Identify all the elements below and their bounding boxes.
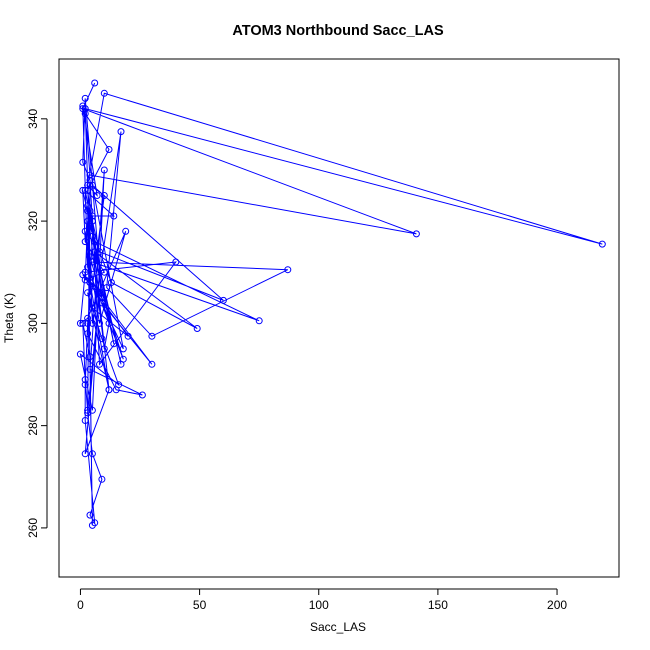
data-point [88, 450, 96, 458]
data-point [79, 102, 87, 110]
data-point [79, 158, 87, 166]
data-point [79, 186, 87, 194]
x-axis: 0 50 100 150 200 [77, 588, 567, 612]
data-point [84, 289, 92, 297]
data-point [219, 296, 227, 304]
data-point [107, 279, 115, 286]
data-point [117, 360, 125, 368]
data-point [255, 317, 263, 325]
data-point [100, 192, 108, 199]
data-point [84, 314, 92, 322]
data-point [148, 332, 156, 340]
data-point [84, 406, 92, 414]
y-axis: 260 280 300 320 340 [26, 108, 48, 538]
data-point [84, 207, 92, 215]
data-point [96, 248, 103, 256]
data-point [110, 340, 118, 348]
data-point [81, 376, 89, 384]
x-tick-label: 200 [547, 598, 567, 612]
x-tick-label: 50 [193, 598, 207, 612]
data-point [88, 304, 96, 312]
data-point [93, 192, 101, 199]
plot-frame [58, 58, 620, 578]
data-point [148, 360, 156, 368]
data-point [100, 268, 108, 276]
data-point [81, 94, 89, 102]
x-tick-label: 150 [428, 598, 448, 612]
data-point [84, 202, 92, 210]
data-point [86, 279, 94, 286]
data-point [105, 386, 113, 394]
data-point [98, 299, 106, 307]
data-point [98, 335, 106, 343]
x-axis-label: Sacc_LAS [310, 620, 366, 634]
plot-area [76, 79, 606, 529]
data-point [100, 345, 108, 353]
data-point [96, 289, 103, 297]
data-point [88, 217, 96, 225]
data-point [81, 268, 89, 276]
data-point [172, 258, 180, 266]
y-tick-label: 260 [26, 518, 40, 538]
y-tick-label: 280 [26, 415, 40, 435]
data-point [86, 253, 94, 261]
data-point [88, 319, 96, 327]
data-point [103, 284, 111, 292]
data-point [284, 266, 292, 274]
data-point [598, 240, 606, 248]
data-point [96, 319, 103, 327]
data-point [100, 89, 108, 97]
data-point [79, 319, 87, 327]
data-point [81, 238, 89, 246]
data-point [84, 319, 92, 327]
data-point [122, 227, 130, 235]
data-point [86, 181, 94, 189]
data-point [88, 232, 96, 240]
data-point [81, 110, 89, 118]
data-point [105, 319, 113, 327]
data-point [138, 391, 146, 399]
data-point [124, 332, 132, 340]
data-point [88, 181, 96, 189]
data-point [76, 319, 84, 327]
data-point [86, 353, 94, 361]
data-point [119, 345, 127, 353]
data-point [81, 227, 89, 235]
data-point [81, 186, 89, 194]
data-point [86, 511, 94, 519]
y-tick-label: 320 [26, 211, 40, 231]
data-point [84, 409, 92, 417]
chart-title: ATOM3 Northbound Sacc_LAS [232, 23, 444, 39]
data-point [91, 248, 99, 256]
data-point [81, 450, 89, 458]
x-tick-label: 100 [309, 598, 329, 612]
data-point [105, 146, 113, 153]
data-point [86, 171, 94, 179]
data-point [117, 128, 125, 136]
data-point [193, 325, 201, 332]
data-point [88, 521, 96, 529]
data-point [98, 475, 106, 483]
data-point [81, 381, 89, 389]
data-point [110, 212, 118, 220]
data-point [86, 365, 94, 373]
data-point [81, 417, 89, 424]
data-point [112, 386, 120, 394]
data-point [76, 350, 84, 358]
data-point [100, 166, 108, 174]
data-point [84, 217, 92, 225]
data-point [91, 79, 99, 87]
y-tick-label: 340 [26, 108, 40, 128]
data-point [412, 230, 420, 238]
data-point [96, 360, 103, 368]
x-tick-label: 0 [77, 598, 84, 612]
y-axis-label: Theta (K) [2, 293, 16, 343]
series-line-0 [79, 82, 603, 526]
data-point [84, 330, 92, 338]
y-tick-label: 300 [26, 313, 40, 333]
data-point [98, 289, 106, 297]
